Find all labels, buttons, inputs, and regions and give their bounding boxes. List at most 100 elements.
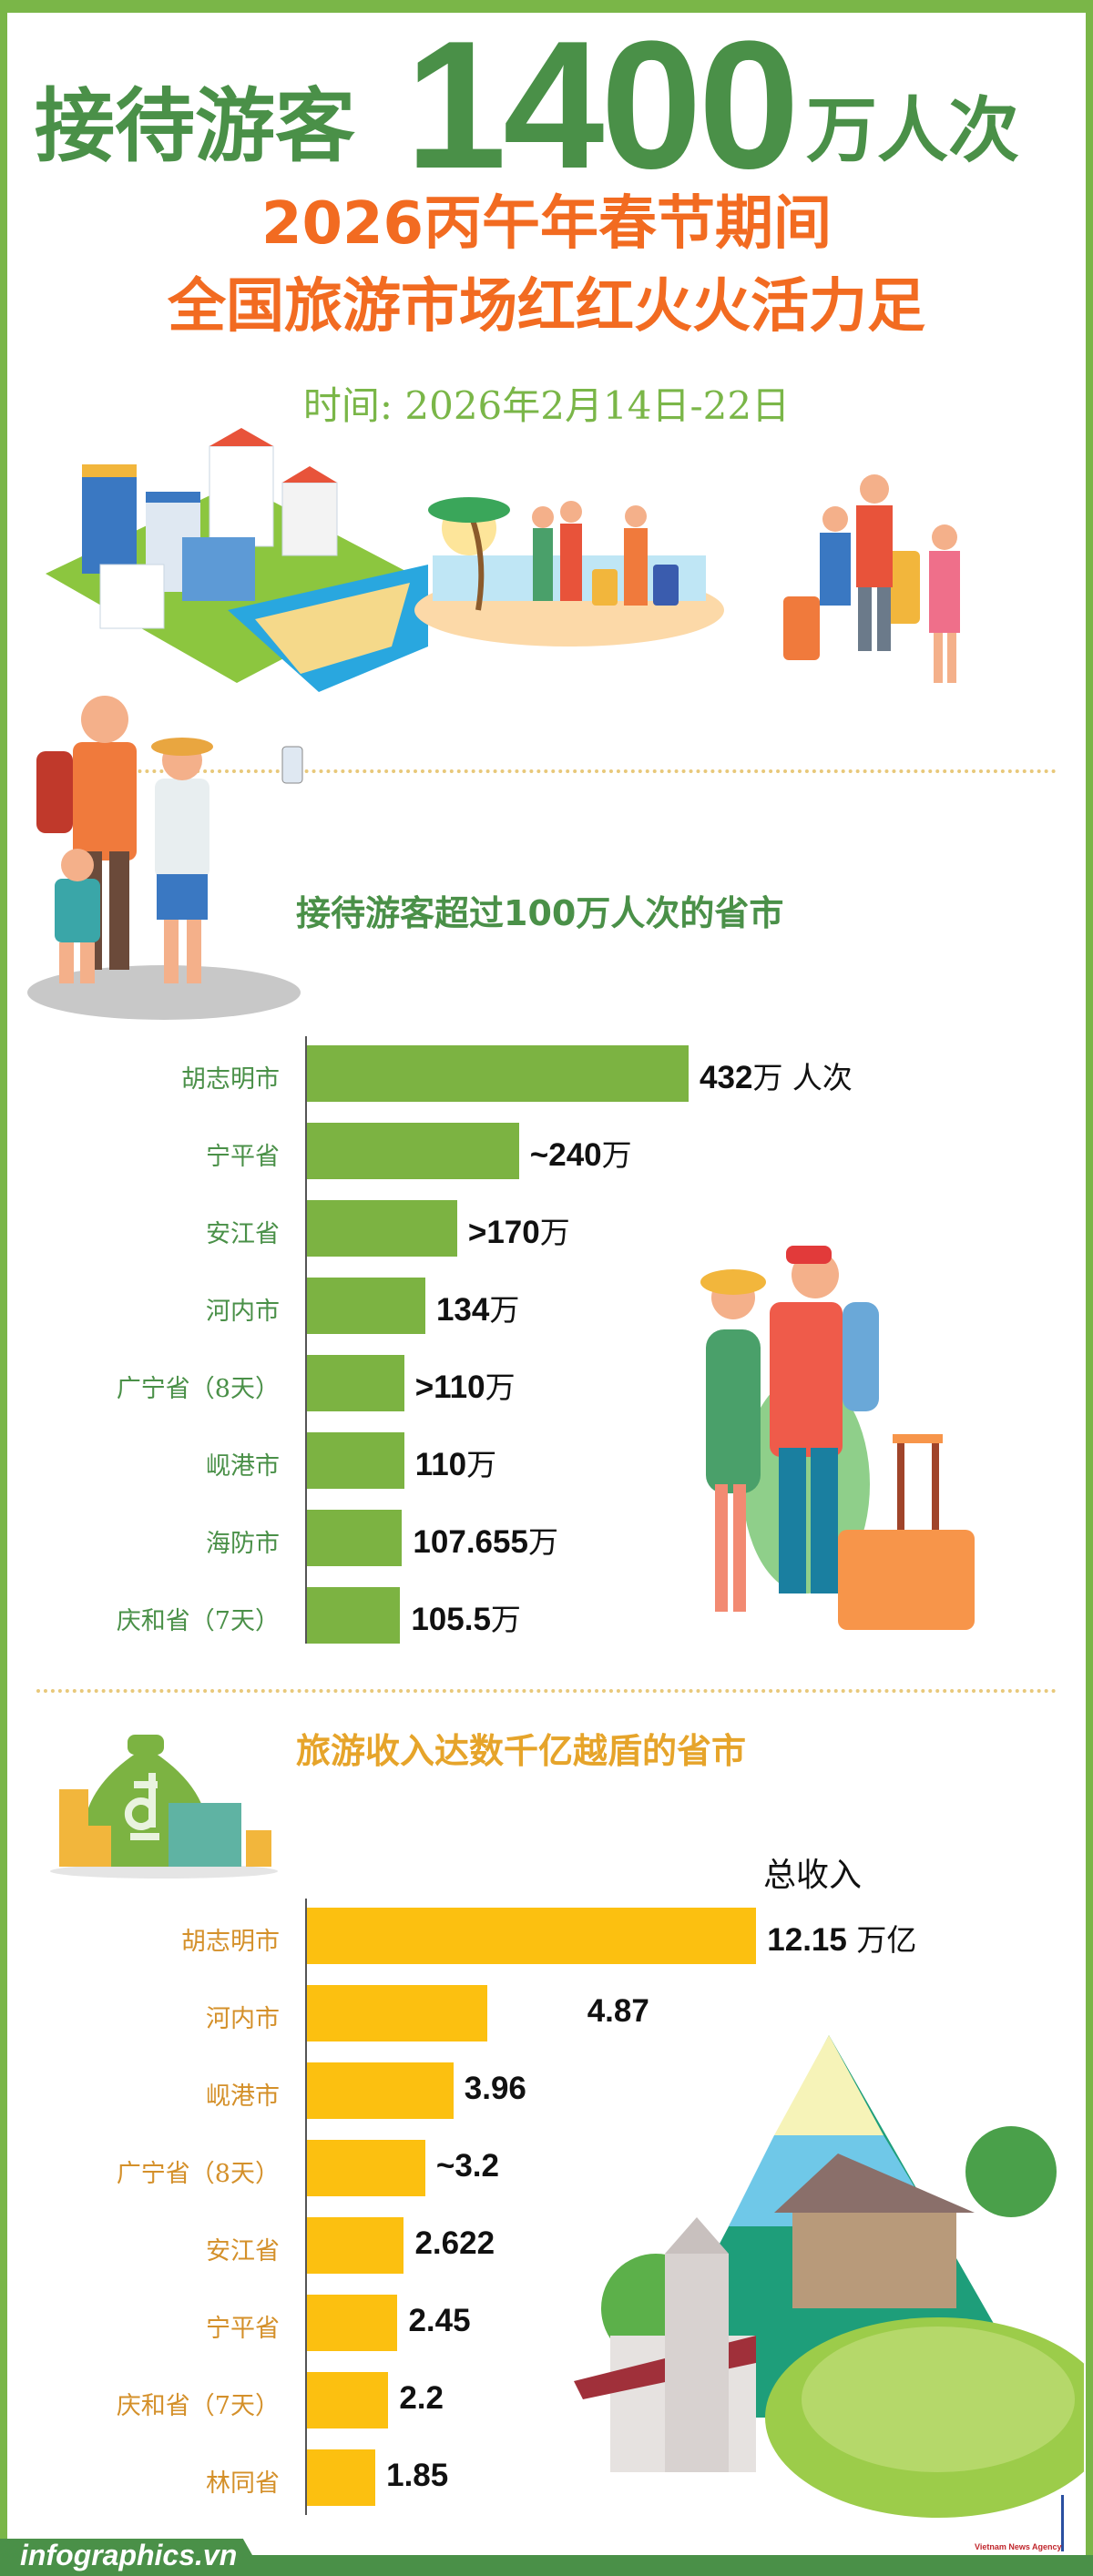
category-label: 宁平省	[206, 2315, 280, 2343]
data-label-value: ~240	[529, 1137, 602, 1173]
bar	[307, 1123, 519, 1179]
data-label-value: 432	[700, 1060, 753, 1095]
category-label: 庆和省（7天）	[116, 2392, 280, 2420]
category-label: 林同省	[206, 2469, 280, 2498]
data-label: 2.622	[414, 2225, 495, 2262]
data-label-value: 110	[414, 1447, 467, 1482]
data-label-unit: 万 人次	[752, 1060, 853, 1095]
chart-axis	[305, 1899, 307, 2515]
data-label: 105.5万	[411, 1595, 521, 1639]
category-label: 安江省	[206, 1220, 280, 1248]
category-label: 安江省	[206, 2237, 280, 2265]
bar	[307, 1278, 425, 1334]
data-label-value: 134	[435, 1292, 490, 1328]
data-label: >170万	[468, 1208, 570, 1252]
bar	[307, 1510, 403, 1566]
data-label: ~240万	[530, 1131, 632, 1175]
family-illustration	[27, 696, 303, 1020]
chart2-title: 旅游收入达数千亿越盾的省市	[296, 1731, 747, 1771]
footer-bar	[0, 2555, 1093, 2576]
data-label: 2.2	[399, 2380, 444, 2417]
category-label: 岘港市	[206, 2082, 280, 2111]
data-label-value: >110	[414, 1369, 485, 1405]
mountain-landscape-illustration	[574, 2035, 1084, 2518]
data-label-value: 2.2	[399, 2380, 444, 2416]
bar	[307, 2449, 376, 2506]
bar	[307, 1908, 757, 1964]
category-label: 海防市	[206, 1530, 280, 1558]
bar	[307, 1432, 404, 1489]
bar	[307, 1587, 401, 1644]
footer-tab	[0, 2539, 264, 2576]
data-label-value: 4.87	[587, 1993, 649, 2029]
subtitle-line2: 全国旅游市场红红火火活力足	[168, 273, 925, 341]
date-range: 时间: 2026年2月14日-22日	[302, 383, 791, 428]
subtitle-line1: 2026丙午年春节期间	[260, 190, 833, 258]
bar	[307, 1985, 487, 2041]
title-right: 万人次	[806, 90, 1020, 172]
travelers-illustration	[783, 474, 960, 683]
data-label-value: 107.655	[413, 1524, 528, 1560]
city-illustration	[46, 428, 428, 692]
data-label: >110万	[415, 1363, 516, 1407]
beach-illustration	[414, 497, 724, 647]
data-label-value: 1.85	[386, 2458, 449, 2493]
data-label-unit: 万	[489, 1292, 520, 1328]
data-label: 4.87	[587, 1993, 649, 2030]
category-label: 广宁省（8天）	[116, 2160, 280, 2188]
data-label: 134万	[436, 1286, 519, 1329]
chart-axis	[305, 1036, 307, 1644]
data-label-value: 105.5	[411, 1602, 491, 1637]
data-label: 3.96	[465, 2071, 526, 2107]
section-divider	[36, 1689, 1057, 1693]
bar	[307, 2062, 454, 2119]
category-label: 河内市	[206, 1298, 280, 1326]
bar	[307, 2295, 398, 2351]
bar	[307, 2140, 425, 2196]
agency-logo: Vietnam News Agency	[975, 2542, 1062, 2551]
chart1-title: 接待游客超过100万人次的省市	[296, 893, 784, 933]
category-label: 河内市	[206, 2005, 280, 2033]
data-label-unit: 万	[490, 1602, 521, 1637]
bar	[307, 1200, 457, 1257]
bar	[307, 2217, 404, 2274]
category-label: 庆和省（7天）	[116, 1607, 280, 1635]
money-bag-icon	[50, 1735, 278, 1879]
data-label-unit: 万	[466, 1447, 497, 1482]
category-label: 岘港市	[206, 1452, 280, 1481]
title-number: 1400	[405, 4, 800, 207]
data-label-unit: 万	[601, 1137, 632, 1173]
category-label: 胡志明市	[181, 1928, 280, 1956]
data-label: ~3.2	[436, 2148, 499, 2184]
data-label: 107.655万	[413, 1518, 558, 1562]
data-label-value: >170	[467, 1215, 540, 1250]
data-label-value: ~3.2	[435, 2148, 500, 2184]
agency-line	[1061, 2495, 1064, 2551]
data-label-value: 2.622	[414, 2225, 495, 2261]
category-label: 广宁省（8天）	[116, 1375, 280, 1403]
data-label: 1.85	[386, 2458, 448, 2494]
data-label: 12.15 万亿	[767, 1916, 916, 1960]
bar	[307, 1355, 404, 1411]
title-left: 接待游客	[35, 79, 356, 173]
data-label-value: 3.96	[464, 2071, 526, 2106]
visitors-bar-chart: 胡志明市 432万 人次 宁平省 ~240万 安江省 >170万 河内市 134万 广宁省（8天…	[116, 1036, 853, 1644]
data-label: 432万 人次	[700, 1054, 853, 1097]
data-label-unit: 万	[539, 1215, 570, 1250]
data-label-value: 12.15	[767, 1922, 847, 1958]
bar	[307, 1045, 690, 1102]
category-label: 胡志明市	[181, 1065, 280, 1094]
site-logo[interactable]: infographics.vn	[20, 2539, 238, 2571]
couple-illustration	[700, 1246, 975, 1630]
data-label-unit: 万亿	[846, 1922, 917, 1958]
bar	[307, 2372, 389, 2428]
data-label-unit: 万	[527, 1524, 558, 1560]
data-label-unit: 万	[485, 1369, 516, 1405]
section-divider	[36, 769, 1057, 773]
category-label: 宁平省	[206, 1143, 280, 1171]
series-label: 总收入	[763, 1857, 863, 1894]
data-label-value: 2.45	[408, 2303, 471, 2338]
data-label: 2.45	[408, 2303, 470, 2339]
